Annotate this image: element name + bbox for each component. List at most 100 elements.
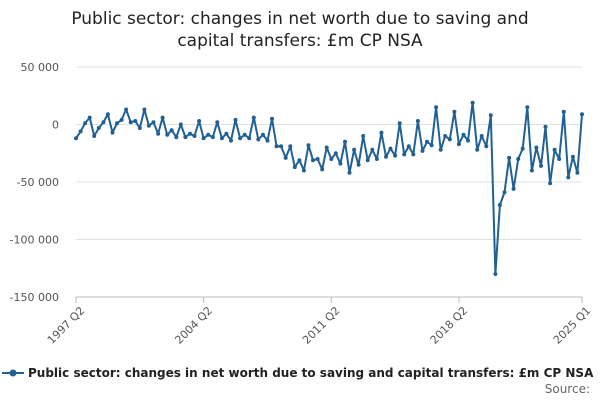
data-point [493,272,498,276]
data-point [552,147,557,152]
data-point [479,134,484,138]
data-point [110,130,115,135]
data-point [105,112,110,117]
data-point [142,107,147,112]
data-point [516,157,521,161]
data-point [443,134,448,138]
data-point [402,152,407,157]
legend-line-marker-icon [2,369,24,377]
data-point [83,121,88,126]
data-point [315,157,320,161]
data-point [283,155,288,160]
data-point [233,117,238,122]
data-point [119,117,124,122]
chart-title-line-2: capital transfers: £m CP NSA [177,31,423,51]
data-point [470,100,475,105]
data-point [301,168,306,173]
source-label: Source: [544,382,590,396]
x-tick-label: 2004 Q2 [172,304,215,347]
data-point [529,168,534,173]
y-tick-label: 0 [52,119,59,132]
data-point [361,134,366,138]
data-point [461,132,466,137]
data-point [288,144,293,149]
data-point [320,167,325,172]
x-axis: 1997 Q2 2004 Q2 2011 Q2 2018 Q2 2025 Q1 [45,296,594,347]
data-point [548,181,553,186]
chart-title-line-1: Public sector: changes in net worth due … [71,9,529,29]
data-point [580,112,584,117]
data-point [420,148,425,153]
data-point [525,105,530,110]
data-point [575,170,580,175]
data-point [438,147,443,152]
data-point [329,157,334,161]
data-point [534,145,539,150]
data-point [115,121,119,126]
data-point [133,119,138,123]
data-point [557,157,562,161]
data-point [165,132,170,137]
data-point [270,116,274,121]
x-tick-label: 2011 Q2 [300,304,343,347]
y-axis: 50 000 0 -50 000 -100 000 -150 000 [10,61,59,304]
data-point [151,120,156,125]
data-point [297,158,302,163]
data-point [124,107,129,112]
data-point [456,142,461,147]
y-tick-label: 50 000 [21,61,60,74]
data-point [197,119,202,123]
data-point [174,135,179,140]
data-point [425,139,429,144]
data-point [74,136,78,141]
y-tick-label: -100 000 [10,234,59,247]
data-point [96,126,101,130]
data-point [539,163,543,168]
data-point [260,132,265,137]
data-point [238,136,243,141]
data-point [256,137,261,142]
chart-title: Public sector: changes in net worth due … [0,8,600,52]
data-point [192,134,197,138]
data-point [279,144,284,149]
data-point [242,132,247,137]
data-point [78,129,83,134]
data-point [146,123,151,128]
data-point [169,128,174,133]
data-point [374,157,379,161]
data-point [160,115,165,120]
data-point [511,186,516,191]
data-point [397,121,402,126]
data-point [92,134,97,138]
data-point [206,132,211,137]
data-point [274,144,279,149]
data-point [178,122,183,127]
x-tick-label: 2025 Q1 [551,304,594,347]
data-point [87,115,92,120]
data-point [247,136,252,141]
y-tick-label: -50 000 [17,176,59,189]
data-point [370,147,375,152]
x-tick-label: 1997 Q2 [45,304,88,347]
data-point [566,175,571,180]
data-point [311,158,315,163]
data-point [128,120,133,125]
data-point [497,203,502,207]
data-point [201,136,206,141]
data-point [306,143,311,148]
data-point [561,109,566,114]
data-point [415,119,420,123]
data-point [475,147,480,152]
data-point [251,115,256,120]
data-point [393,153,398,158]
data-point [520,146,525,151]
legend[interactable]: Public sector: changes in net worth due … [2,363,593,383]
data-point [507,155,512,160]
data-point [406,144,411,149]
data-point [352,147,357,152]
data-point [447,137,452,142]
data-point [484,144,489,149]
series-line [75,101,583,275]
data-point [333,151,338,156]
